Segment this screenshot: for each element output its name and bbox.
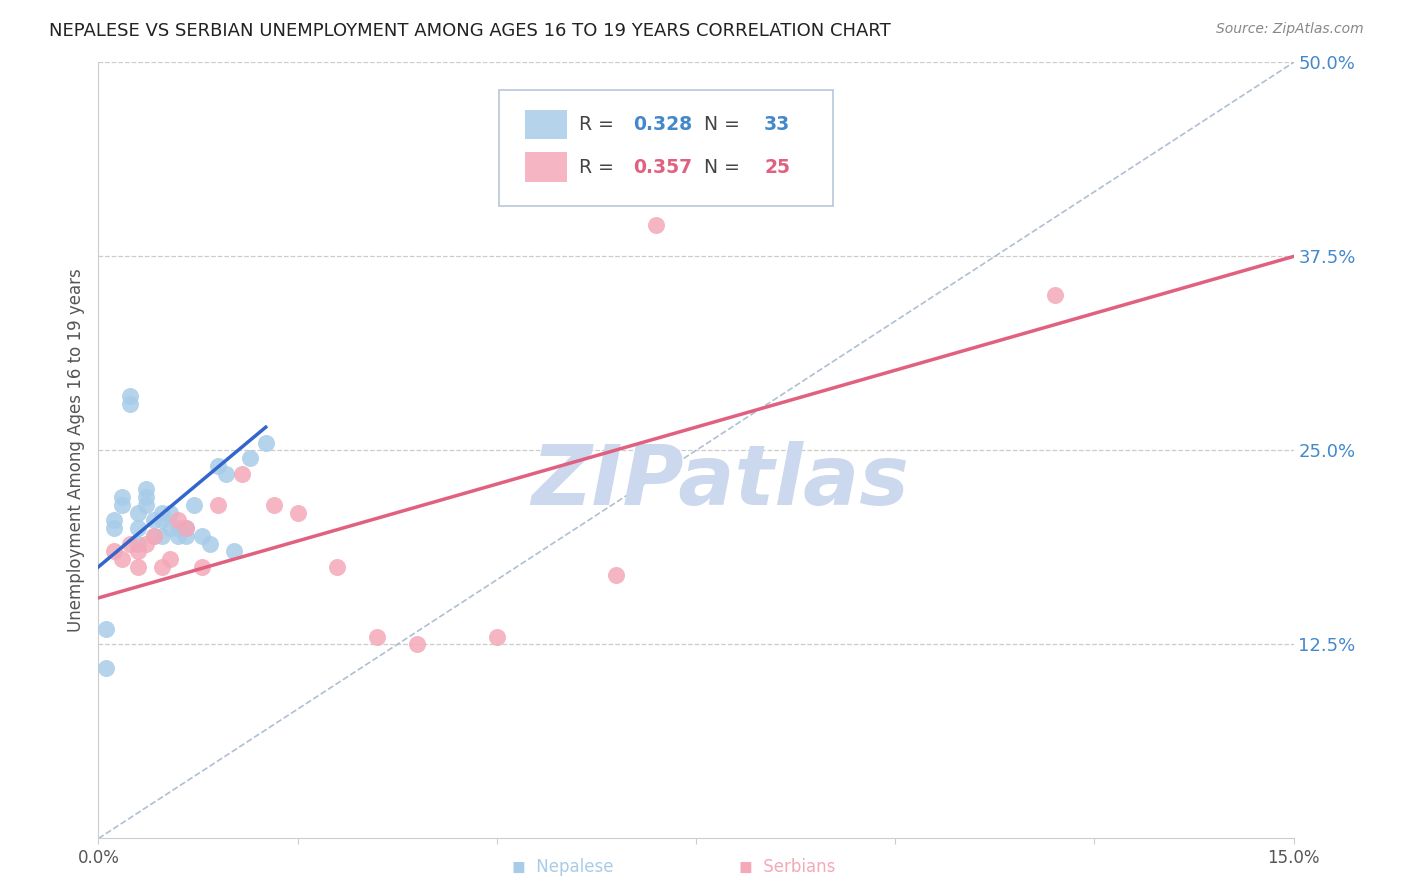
Text: ◼  Serbians: ◼ Serbians (740, 858, 835, 876)
Point (207, 458, 229, 473)
Point (135, 483, 157, 497)
Text: 0.357: 0.357 (633, 158, 692, 177)
Point (287, 506, 309, 520)
Point (127, 536, 149, 550)
Point (167, 521, 190, 535)
Bar (524, 153, 567, 182)
Text: NEPALESE VS SERBIAN UNEMPLOYMENT AMONG AGES 16 TO 19 YEARS CORRELATION CHART: NEPALESE VS SERBIAN UNEMPLOYMENT AMONG A… (49, 22, 891, 40)
Point (222, 544, 245, 558)
Text: ZIPatlas: ZIPatlas (531, 441, 908, 522)
Point (326, 560, 349, 574)
Point (645, 219, 668, 233)
Point (167, 513, 190, 527)
Point (127, 544, 149, 558)
Point (1043, 288, 1066, 302)
Point (111, 490, 134, 504)
Point (135, 490, 157, 504)
Text: N =: N = (692, 158, 747, 177)
Y-axis label: Unemployment Among Ages 16 to 19 years: Unemployment Among Ages 16 to 19 years (66, 268, 84, 632)
Point (135, 498, 157, 512)
Bar (524, 110, 567, 139)
Point (183, 498, 205, 512)
Point (111, 552, 134, 566)
Point (103, 544, 125, 558)
Point (239, 451, 262, 466)
Point (111, 498, 134, 512)
Point (167, 529, 190, 543)
Point (127, 506, 149, 520)
Text: Source: ZipAtlas.com: Source: ZipAtlas.com (1216, 22, 1364, 37)
Point (191, 529, 214, 543)
Point (485, 630, 508, 644)
Point (127, 560, 149, 574)
Text: R =: R = (579, 115, 620, 134)
Point (150, 560, 173, 574)
Text: R =: R = (579, 158, 620, 177)
Point (120, 389, 142, 403)
Point (143, 529, 166, 543)
Point (120, 397, 142, 411)
Point (724, 164, 747, 178)
Point (135, 536, 157, 550)
Point (96, 661, 118, 675)
Text: ◼  Nepalese: ◼ Nepalese (512, 858, 613, 876)
Point (366, 630, 388, 644)
Point (804, 156, 827, 170)
Point (96, 622, 118, 636)
Point (231, 467, 253, 481)
Point (263, 498, 285, 512)
Point (103, 521, 125, 535)
Point (605, 567, 627, 582)
Point (150, 513, 173, 527)
Point (127, 521, 149, 535)
Point (150, 506, 173, 520)
Text: 0.328: 0.328 (633, 115, 692, 134)
Point (150, 529, 173, 543)
Text: 33: 33 (763, 115, 790, 134)
Point (120, 536, 142, 550)
Point (174, 529, 197, 543)
Point (159, 521, 181, 535)
FancyBboxPatch shape (499, 89, 834, 206)
Point (406, 637, 429, 651)
Point (143, 529, 166, 543)
Point (174, 521, 197, 535)
Point (191, 560, 214, 574)
Point (103, 513, 125, 527)
Point (143, 513, 166, 527)
Point (174, 521, 197, 535)
Point (254, 435, 277, 450)
Point (159, 552, 181, 566)
Point (215, 467, 238, 481)
Text: 25: 25 (763, 158, 790, 177)
Point (207, 498, 229, 512)
Text: N =: N = (692, 115, 747, 134)
Point (198, 536, 221, 550)
Point (159, 506, 181, 520)
